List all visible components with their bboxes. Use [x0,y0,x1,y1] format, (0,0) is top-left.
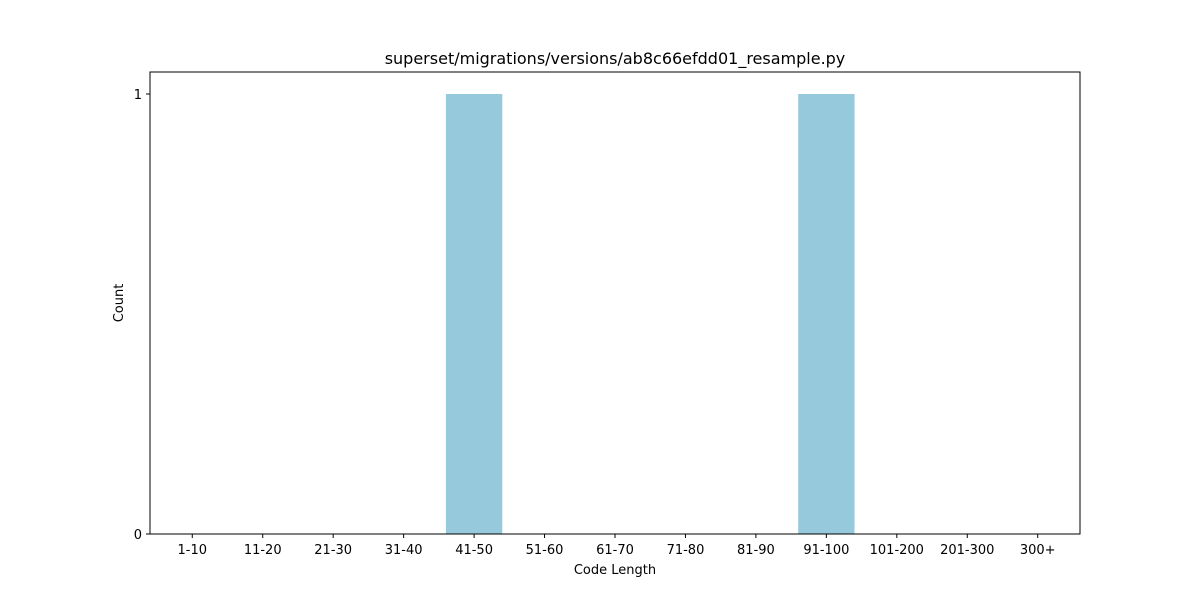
bar-41-50 [445,94,503,534]
x-tick-label: 81-90 [737,543,775,558]
x-tick-label: 41-50 [455,543,493,558]
x-axis-label: Code Length [574,563,656,578]
x-axis-ticks: 1-10 11-20 21-30 31-40 41-50 51-60 61-70 71-80 8… [178,534,1056,558]
x-tick-label: 61-70 [596,543,634,558]
chart-title: superset/migrations/versions/ab8c66efdd0… [385,49,846,69]
y-tick-label: 0 [134,528,142,543]
bar-91-100 [798,94,855,534]
x-tick-label: 21-30 [314,543,352,558]
x-tick-label: 300+ [1020,543,1056,558]
y-tick-label: 1 [134,88,142,103]
x-tick-label: 91-100 [803,543,849,558]
x-tick-label: 101-200 [870,543,924,558]
x-tick-label: 1-10 [178,543,208,558]
x-tick-label: 51-60 [526,543,564,558]
bars-layer [445,94,855,534]
x-tick-label: 11-20 [244,543,282,558]
x-tick-label: 201-300 [940,543,994,558]
y-axis-label: Count [112,284,127,323]
x-tick-label: 71-80 [667,543,705,558]
x-tick-label: 31-40 [385,543,423,558]
y-axis-ticks: 01 [134,88,150,543]
